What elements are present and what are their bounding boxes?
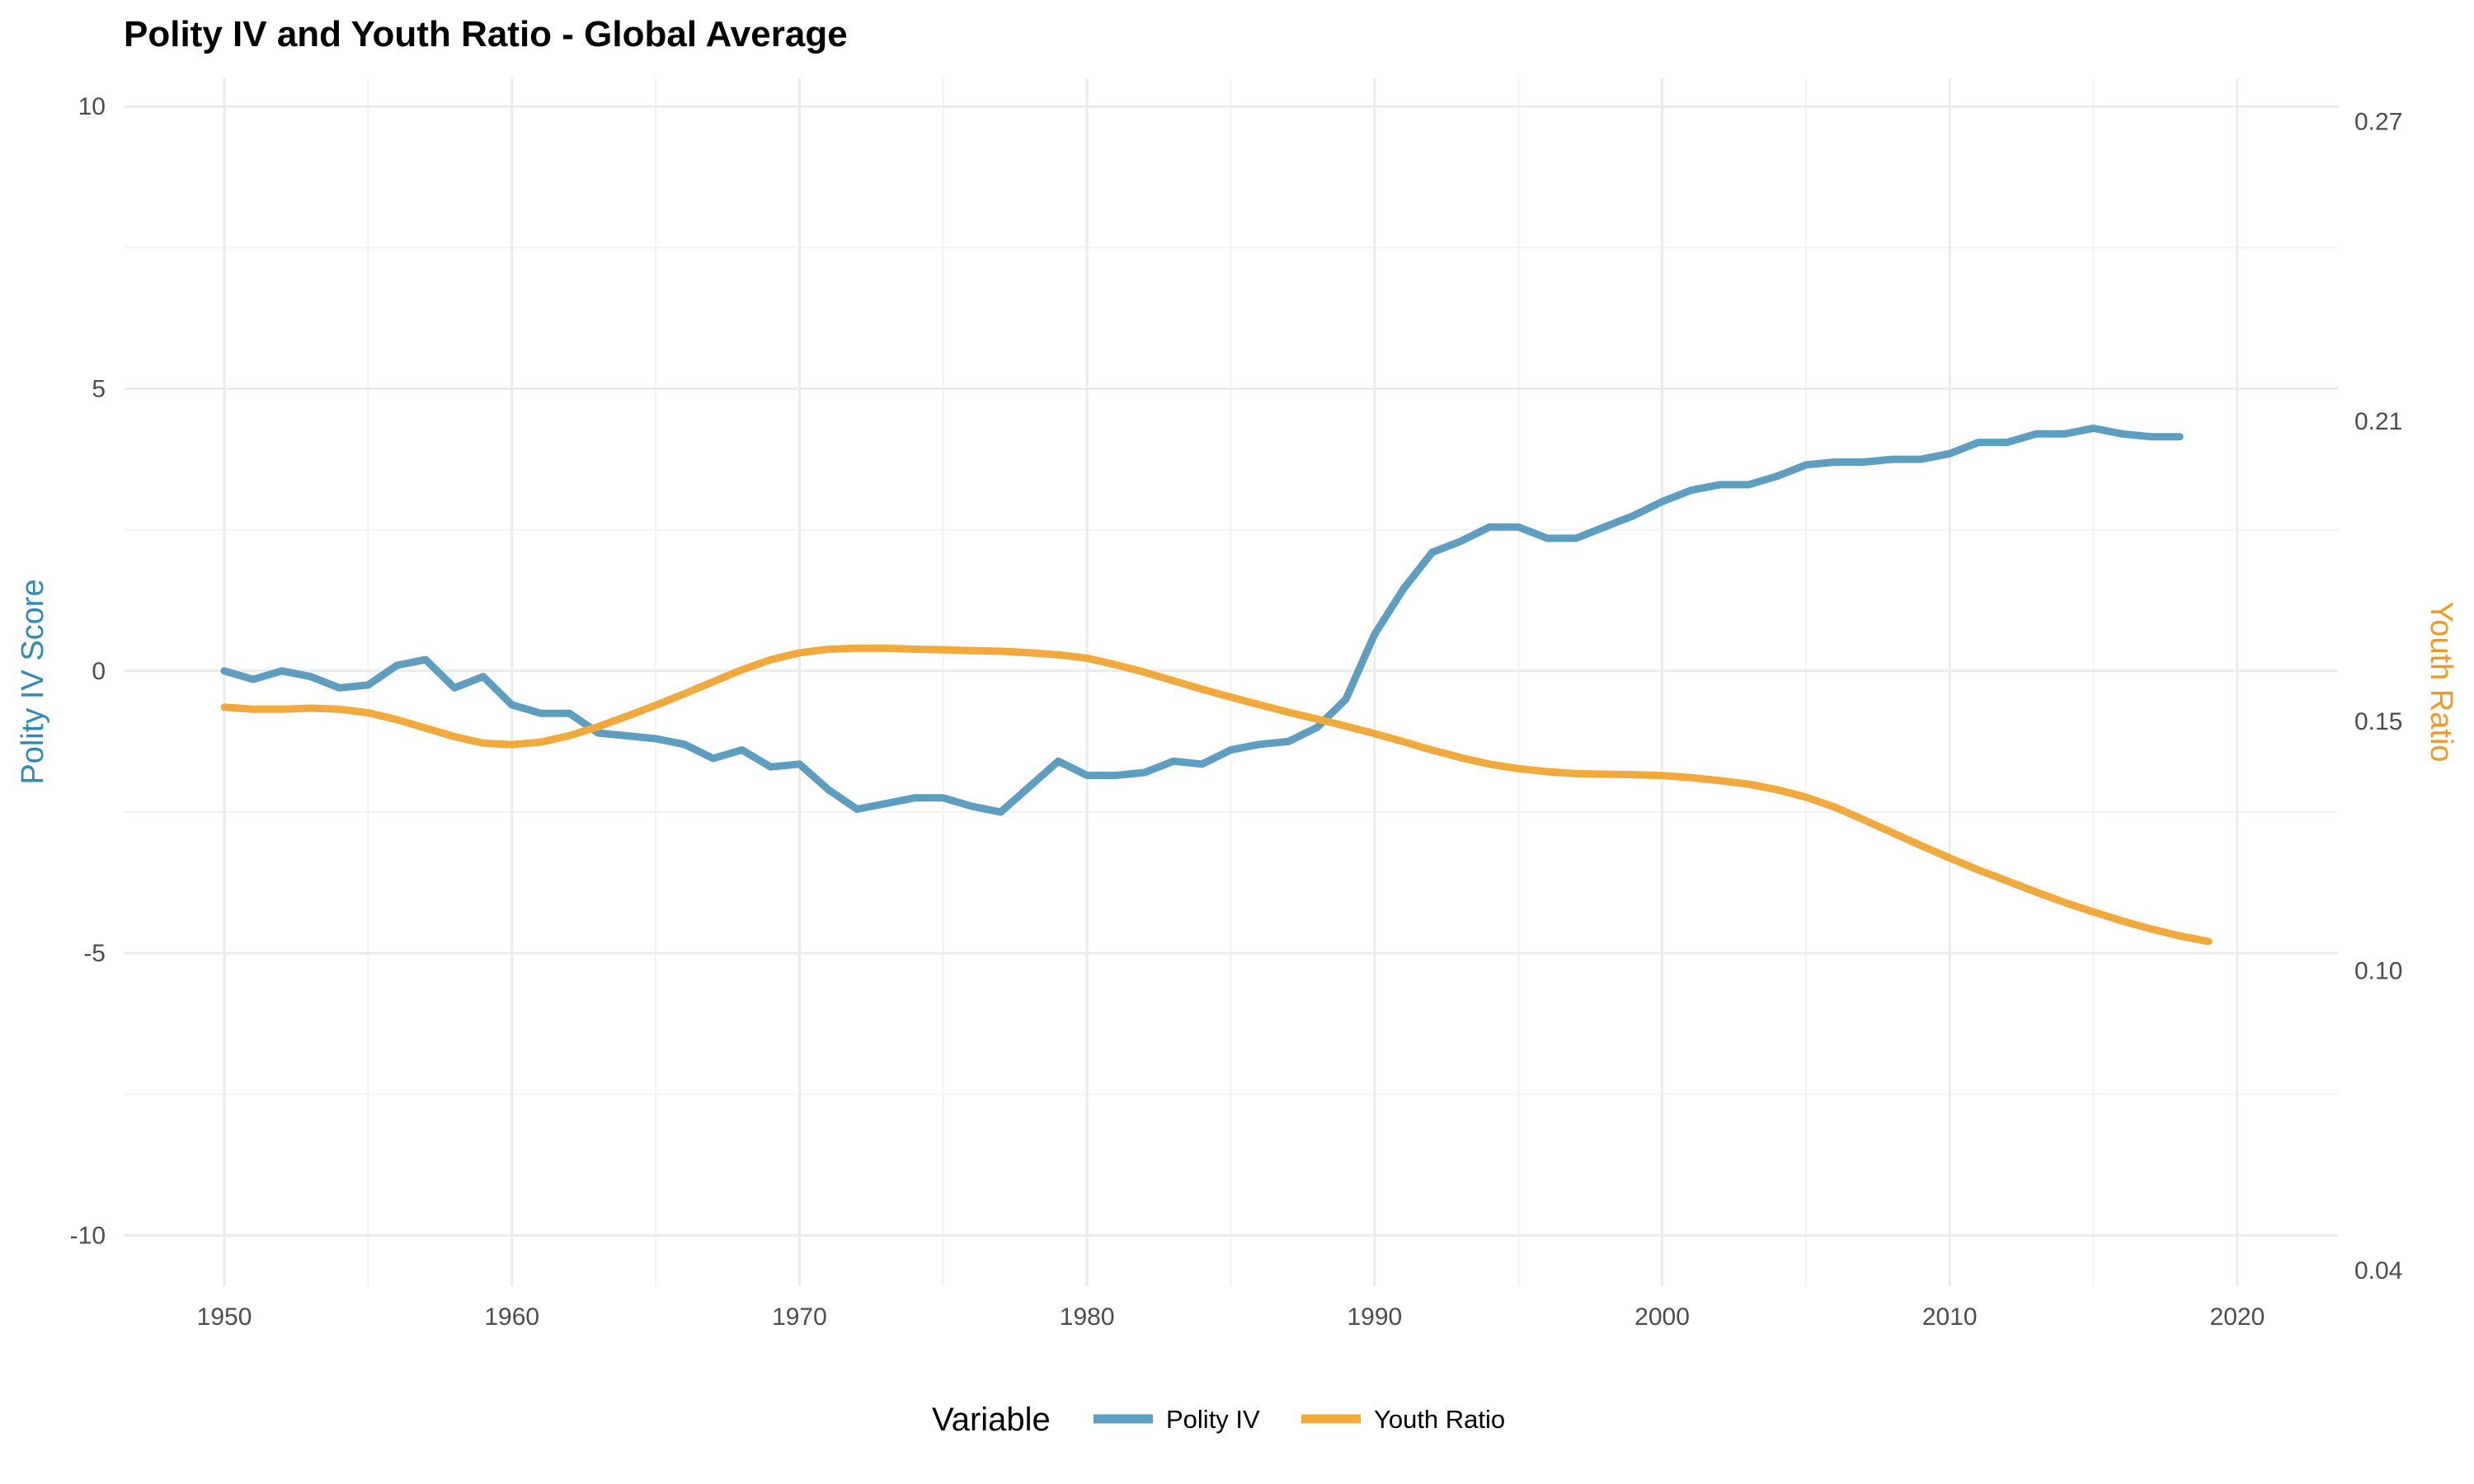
y2-axis-ticks: 0.04 0.10 0.15 0.21 0.27 — [2354, 109, 2402, 1285]
grid-minor — [124, 78, 2338, 1286]
y-axis-title: Polity IV Score — [16, 579, 50, 784]
chart-title: Polity IV and Youth Ratio - Global Avera… — [124, 14, 848, 54]
legend: Variable Polity IV Youth Ratio — [932, 1402, 1505, 1438]
y-tick-label: 5 — [92, 376, 106, 403]
x-tick-label: 2000 — [1634, 1303, 1690, 1331]
x-tick-label: 2010 — [1922, 1303, 1978, 1331]
x-axis-ticks: 1950 1960 1970 1980 1990 2000 2010 2020 — [197, 1303, 2265, 1331]
y-tick-label: -5 — [83, 940, 106, 967]
y2-tick-label: 0.21 — [2354, 408, 2402, 435]
x-tick-label: 1980 — [1060, 1303, 1115, 1331]
y-tick-label: 0 — [92, 658, 106, 685]
y2-tick-label: 0.15 — [2354, 708, 2402, 735]
x-tick-label: 1950 — [197, 1303, 252, 1331]
series-line-youth — [220, 644, 2213, 946]
x-tick-label: 2020 — [2210, 1303, 2265, 1331]
y2-tick-label: 0.27 — [2354, 109, 2402, 136]
legend-label-youth: Youth Ratio — [1374, 1405, 1505, 1434]
series-line-polity — [220, 424, 2184, 816]
x-tick-label: 1990 — [1347, 1303, 1402, 1331]
legend-title: Variable — [932, 1402, 1051, 1438]
grid-major — [124, 78, 2338, 1286]
y-tick-label: -10 — [70, 1222, 106, 1249]
y2-axis-title: Youth Ratio — [2424, 601, 2458, 762]
series-lines — [220, 424, 2213, 946]
x-tick-label: 1960 — [484, 1303, 539, 1331]
x-tick-label: 1970 — [772, 1303, 827, 1331]
y2-tick-label: 0.10 — [2354, 958, 2402, 985]
y2-tick-label: 0.04 — [2354, 1257, 2402, 1284]
y-axis-ticks: -10 -5 0 5 10 — [70, 93, 106, 1249]
y-tick-label: 10 — [78, 93, 106, 120]
legend-label-polity: Polity IV — [1166, 1405, 1260, 1434]
